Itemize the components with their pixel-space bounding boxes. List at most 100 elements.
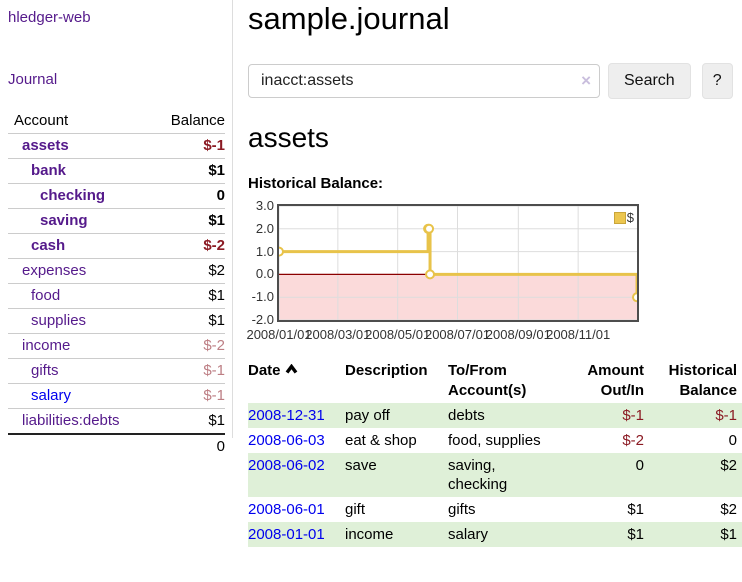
transaction-date-link[interactable]: 2008-06-01 (248, 501, 325, 518)
account-link-bank[interactable]: bank (31, 162, 67, 179)
column-header-date[interactable]: Date (248, 359, 345, 403)
x-tick-label: 2008/05/01 (365, 327, 431, 342)
clear-search-icon[interactable]: × (581, 71, 591, 90)
account-row: gifts $-1 (8, 358, 225, 384)
y-tick-label: -1.0 (251, 289, 274, 305)
transaction-balance: 0 (728, 432, 737, 449)
transaction-balance: $2 (720, 457, 737, 474)
accounts-table: Account Balance assets $-1 bank $1 check… (8, 109, 225, 459)
x-tick-label: 2008/03/01 (305, 327, 371, 342)
search-input[interactable] (248, 64, 600, 98)
accounts-header-balance: Balance (170, 112, 225, 129)
account-row: liabilities:debts $1 (8, 408, 225, 434)
app-title-link[interactable]: hledger-web (8, 9, 91, 26)
transaction-balance: $-1 (715, 407, 737, 424)
account-link-gifts[interactable]: gifts (31, 362, 59, 379)
chart-plot-svg (279, 206, 637, 320)
x-tick-label: 2008/09/01 (485, 327, 551, 342)
balance-chart: 3.0 2.0 1.0 0.0 -1.0 -2.0 $ 2008/01/01 2008/03… (246, 198, 742, 342)
transaction-accounts: salary (448, 526, 489, 543)
account-row: expenses $2 (8, 258, 225, 284)
x-tick-label: 2008/07/01 (424, 327, 491, 342)
accounts-total-row: 0 (8, 433, 225, 459)
x-tick-label: 2008/01/01 (246, 327, 312, 342)
transaction-row: 2008-12-31 pay off debts $-1 $-1 (248, 403, 742, 428)
legend-swatch-icon (613, 211, 626, 224)
y-tick-label: 0.0 (255, 266, 274, 282)
transaction-accounts: food, supplies (448, 432, 541, 449)
y-tick-label: 3.0 (255, 198, 274, 213)
account-link-cash[interactable]: cash (31, 237, 66, 254)
accounts-header-account: Account (14, 112, 69, 129)
sort-ascending-icon (285, 361, 298, 381)
legend-label: $ (626, 210, 634, 225)
x-tick-label: 2008/11/01 (546, 327, 611, 342)
chart-legend: $ (613, 210, 634, 225)
account-balance: $1 (148, 208, 225, 234)
accounts-total-balance: 0 (148, 433, 225, 459)
column-header-amount: Amount Out/In (587, 362, 644, 399)
account-link-income[interactable]: income (22, 337, 71, 354)
account-balance: $1 (148, 408, 225, 434)
transaction-accounts: gifts (448, 501, 476, 518)
account-row: cash $-2 (8, 233, 225, 259)
register-header-row: Date Description To/From Account(s) Amou… (248, 359, 742, 403)
transaction-amount: $-1 (622, 407, 644, 424)
transaction-date-link[interactable]: 2008-12-31 (248, 407, 325, 424)
account-balance: $-1 (148, 383, 225, 409)
chart-title: Historical Balance: (248, 175, 384, 192)
account-balance: $-1 (148, 133, 225, 159)
account-link-saving[interactable]: saving (40, 212, 88, 229)
account-link-salary[interactable]: salary (31, 387, 72, 404)
transaction-row: 2008-01-01 income salary $1 $1 (248, 522, 742, 547)
column-header-date-label: Date (248, 362, 281, 379)
account-link-checking[interactable]: checking (40, 187, 106, 204)
account-link-expenses[interactable]: expenses (22, 262, 87, 279)
transaction-row: 2008-06-01 gift gifts $1 $2 (248, 497, 742, 522)
transaction-amount: $1 (627, 526, 644, 543)
account-balance: $-2 (148, 333, 225, 359)
transaction-description: eat & shop (345, 432, 417, 449)
transaction-accounts: debts (448, 407, 485, 424)
y-tick-label: -2.0 (251, 312, 274, 327)
column-header-description: Description (345, 362, 428, 379)
column-header-balance: Historical Balance (668, 362, 737, 399)
account-link-assets[interactable]: assets (22, 137, 69, 154)
account-balance: $1 (148, 158, 225, 184)
y-tick-label: 2.0 (255, 220, 274, 236)
transaction-date-link[interactable]: 2008-01-01 (248, 526, 325, 543)
transaction-amount: $-2 (622, 432, 644, 449)
sidebar-item-journal[interactable]: Journal (8, 71, 58, 88)
transaction-row: 2008-06-03 eat & shop food, supplies $-2… (248, 428, 742, 453)
transaction-date-link[interactable]: 2008-06-02 (248, 457, 325, 474)
chart-plot-area: $ (277, 204, 639, 322)
main-content: sample.journal × Search ? assets Histori… (246, 0, 742, 547)
account-link-food[interactable]: food (31, 287, 61, 304)
sidebar: hledger-web Journal Account Balance asse… (0, 0, 233, 459)
help-button[interactable]: ? (701, 63, 733, 99)
account-row: saving $1 (8, 208, 225, 234)
account-balance: $1 (148, 308, 225, 334)
transaction-description: income (345, 526, 394, 543)
register-table: Date Description To/From Account(s) Amou… (248, 359, 742, 547)
transaction-date-link[interactable]: 2008-06-03 (248, 432, 325, 449)
search-button[interactable]: Search (608, 63, 691, 99)
transaction-amount: $1 (627, 501, 644, 518)
account-link-liabilities-debts[interactable]: liabilities:debts (22, 412, 120, 429)
transaction-description: pay off (345, 407, 390, 424)
account-balance: $-1 (148, 358, 225, 384)
account-heading: assets (248, 122, 329, 153)
transaction-balance: $1 (720, 526, 737, 543)
transaction-description: save (345, 457, 377, 474)
account-balance: $-2 (148, 233, 225, 259)
transaction-accounts: saving, checking (448, 457, 508, 493)
account-row: checking 0 (8, 183, 225, 209)
column-header-tofrom: To/From Account(s) (448, 362, 527, 399)
account-balance: $2 (148, 258, 225, 284)
transaction-balance: $2 (720, 501, 737, 518)
account-link-supplies[interactable]: supplies (31, 312, 87, 329)
account-row: food $1 (8, 283, 225, 309)
account-row: assets $-1 (8, 133, 225, 159)
account-balance: $1 (148, 283, 225, 309)
y-tick-label: 1.0 (255, 243, 274, 259)
